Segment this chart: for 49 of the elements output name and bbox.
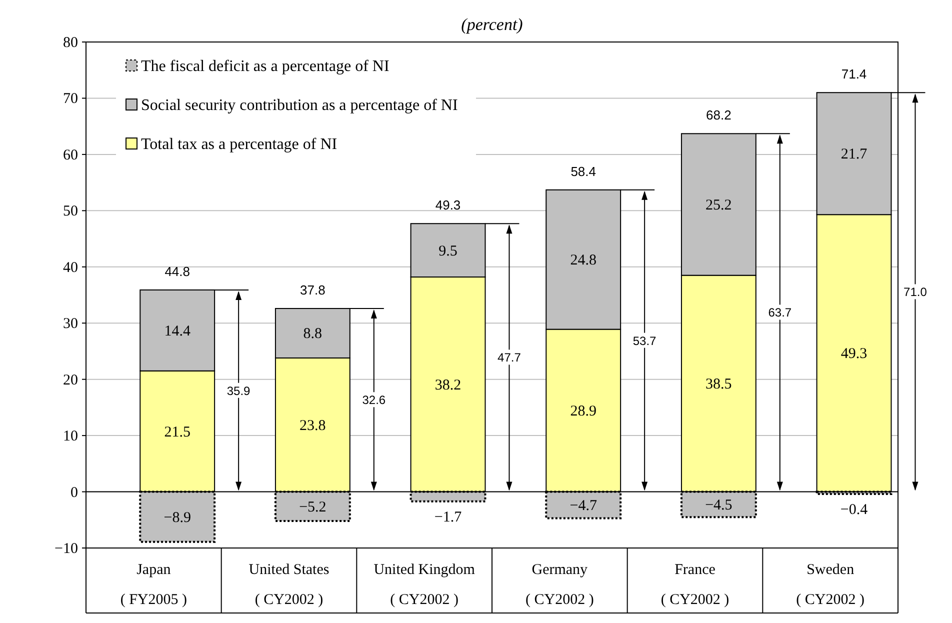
annotation: 68.2 <box>706 108 732 123</box>
chart-title: (percent) <box>461 15 524 34</box>
y-tick-label: 20 <box>63 372 78 388</box>
y-tick-label: 70 <box>63 91 78 108</box>
annotation: 44.8 <box>164 264 190 279</box>
data-label: −4.5 <box>705 497 732 514</box>
data-label: −1.7 <box>434 509 462 526</box>
y-tick-label: 80 <box>63 35 78 51</box>
legend-label: Total tax as a percentage of NI <box>141 136 338 153</box>
data-label: 38.2 <box>434 377 462 394</box>
annotation: 49.3 <box>435 198 461 213</box>
annotation: 35.9 <box>226 384 251 398</box>
annotation: 37.8 <box>300 282 326 298</box>
y-tick-label: 60 <box>63 147 78 164</box>
data-label: −5.2 <box>299 499 326 516</box>
y-tick-label: 40 <box>63 260 78 276</box>
legend-label: Social security contribution as a percentage of NI <box>141 97 458 114</box>
annotation: 47.7 <box>498 350 522 365</box>
annotation: 32.6 <box>362 393 386 408</box>
y-tick-label: 50 <box>63 204 78 220</box>
annotation: 53.7 <box>632 334 657 348</box>
data-label: 38.5 <box>706 376 732 393</box>
data-label: 21.5 <box>164 424 190 440</box>
y-tick-label: 30 <box>63 316 78 332</box>
data-label: 28.9 <box>570 404 596 420</box>
y-tick-label: 10 <box>63 428 78 445</box>
annotation: 63.7 <box>768 306 792 320</box>
annotation: 71.4 <box>841 66 867 82</box>
x-tick-label: Japan ( FY2005 ) <box>120 562 188 608</box>
data-label: −8.9 <box>164 510 191 526</box>
data-label: −0.4 <box>840 502 868 518</box>
data-label: 14.4 <box>164 323 191 340</box>
annotation: 58.4 <box>570 164 596 179</box>
data-label: 24.8 <box>570 252 596 269</box>
y-tick-label: 0 <box>70 484 78 501</box>
data-label: 23.8 <box>300 418 326 434</box>
legend-label: The fiscal deficit as a percentage of NI <box>141 58 390 75</box>
x-tick-label: France ( CY2002 ) <box>660 562 730 608</box>
x-tick-label: United States ( CY2002 ) <box>248 562 330 608</box>
data-label: 21.7 <box>840 146 868 163</box>
x-tick-label: Sweden ( CY2002 ) <box>796 562 864 608</box>
data-label: 49.3 <box>840 346 868 362</box>
x-tick-label: Germany ( CY2002 ) <box>526 562 594 608</box>
y-tick-label: −10 <box>54 541 78 557</box>
data-label: −4.7 <box>570 498 598 514</box>
data-label: 8.8 <box>303 326 322 342</box>
x-tick-label: United Kingdom ( CY2002 ) <box>374 562 476 608</box>
data-label: 25.2 <box>706 197 732 214</box>
data-label: 9.5 <box>438 243 458 260</box>
